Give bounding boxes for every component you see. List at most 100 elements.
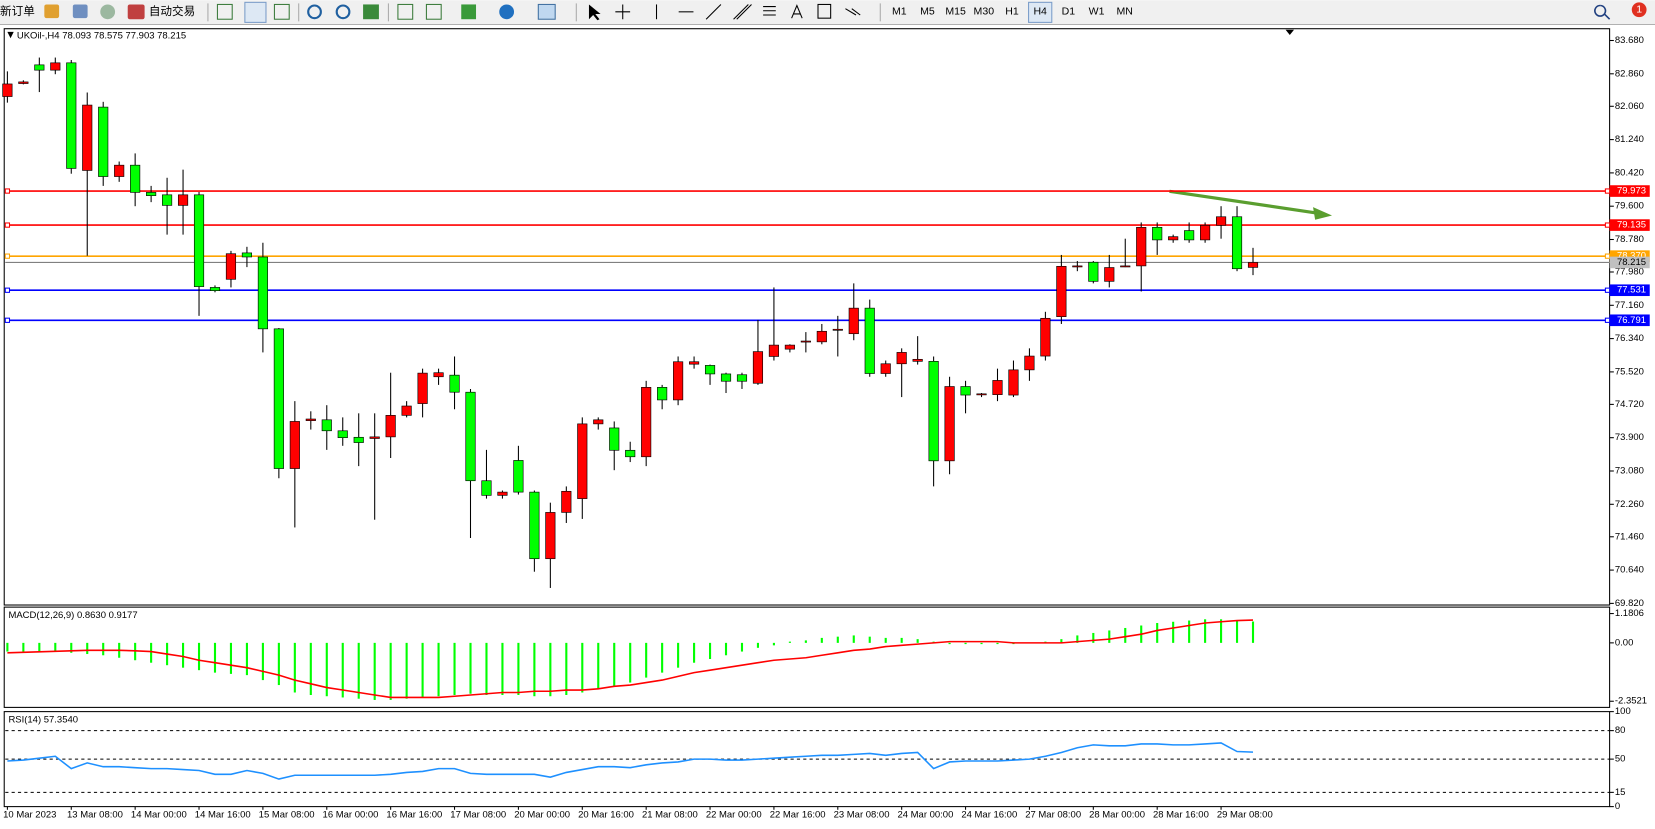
fibo-tool[interactable] (763, 6, 776, 16)
level-handle (4, 222, 11, 228)
x-tick-label: 22 Mar 16:00 (770, 810, 826, 821)
candle-body (273, 328, 284, 469)
candle-body (130, 164, 141, 193)
timeframe-button[interactable]: H1 (1005, 6, 1019, 18)
icon[interactable] (44, 4, 60, 19)
icon[interactable] (425, 3, 442, 20)
arrows-tool[interactable] (845, 8, 861, 16)
y-tick-label: 69.820 (1615, 598, 1644, 609)
indicator-line (7, 619, 1254, 699)
timeframe-button[interactable]: M5 (920, 6, 935, 18)
candle-body (114, 164, 125, 177)
y-tick-label: 77.980 (1615, 266, 1644, 277)
trendline-tool[interactable] (705, 4, 722, 20)
icon[interactable] (461, 4, 477, 20)
candle-body (1056, 265, 1067, 317)
level-tag (1609, 185, 1650, 197)
candle-body (673, 361, 684, 401)
candle-body (193, 194, 205, 287)
text-tool[interactable] (791, 4, 803, 19)
candle-body (369, 436, 380, 439)
level-handle (4, 188, 11, 194)
timeframe-button[interactable]: W1 (1089, 6, 1105, 18)
x-tick-label: 14 Mar 00:00 (131, 810, 187, 821)
y-tick-label: -2.3521 (1615, 696, 1647, 707)
y-tick-label: 70.640 (1615, 565, 1644, 576)
timeframe-button[interactable]: D1 (1062, 6, 1076, 18)
icon[interactable] (100, 4, 116, 20)
icon[interactable] (127, 4, 145, 20)
candle-body (992, 380, 1003, 395)
candle-body (305, 418, 316, 421)
candle-body (162, 194, 173, 206)
channel-tool[interactable] (733, 4, 752, 20)
icon[interactable] (537, 3, 556, 20)
crosshair-tool[interactable] (615, 4, 631, 20)
candle-body (34, 64, 45, 71)
level-label: 79.135 (1617, 220, 1646, 231)
timeframe-button[interactable]: M30 (974, 6, 995, 18)
last-price-tag (1609, 256, 1650, 269)
candle-body (736, 374, 748, 382)
candle-body (497, 491, 508, 496)
y-tick-label: 71.460 (1615, 531, 1644, 542)
zoom-out[interactable] (335, 4, 351, 20)
y-tick-label: 80 (1615, 725, 1626, 736)
candle-body (177, 194, 189, 206)
cursor-tool[interactable] (588, 4, 601, 21)
x-tick-label: 14 Mar 16:00 (195, 810, 251, 821)
x-tick-label: 17 Mar 08:00 (450, 810, 506, 821)
candle-body (704, 365, 716, 375)
candle-body (465, 391, 476, 482)
zoom-in[interactable] (307, 4, 322, 20)
search-button[interactable] (1594, 4, 1611, 20)
timeframe-button[interactable]: M15 (945, 6, 966, 18)
icon[interactable] (363, 4, 379, 20)
x-tick-label: 24 Mar 16:00 (961, 810, 1017, 821)
candle-body (1008, 369, 1019, 396)
icon[interactable] (397, 3, 414, 20)
alert-count[interactable]: 1 (1636, 4, 1642, 16)
candle-body (1040, 317, 1051, 357)
alert-badge[interactable] (1631, 2, 1647, 18)
candle-body (82, 104, 93, 171)
candle-body (848, 307, 859, 335)
timeframe-button[interactable]: MN (1117, 6, 1133, 18)
candle-body (449, 374, 460, 393)
y-tick-label: 83.680 (1615, 35, 1644, 46)
y-tick-label: 1.1806 (1615, 608, 1644, 619)
timeframe-selected[interactable] (1028, 1, 1053, 23)
candle-body (641, 387, 652, 458)
candle-body (241, 252, 252, 258)
candle-body (832, 328, 843, 331)
level-tag (1609, 250, 1650, 262)
y-tick-label: 77.160 (1615, 300, 1644, 311)
y-tick-label: 82.860 (1615, 68, 1644, 79)
candle-body (1216, 216, 1227, 226)
icon[interactable] (499, 4, 515, 20)
collapse-arrow (7, 31, 14, 39)
candle-body (1200, 224, 1211, 241)
x-tick-label: 29 Mar 08:00 (1217, 810, 1273, 821)
level-handle (4, 253, 11, 259)
candle-body (337, 430, 348, 439)
new-order-button[interactable]: 新订单 (0, 4, 35, 18)
level-handle (4, 287, 11, 293)
timeframe-button[interactable]: H4 (1033, 6, 1047, 18)
icon[interactable] (244, 1, 267, 23)
label-tool[interactable] (817, 3, 832, 19)
candle-body (385, 415, 396, 438)
candle-body (912, 358, 923, 362)
icon[interactable] (72, 4, 88, 19)
timeframe-button[interactable]: M1 (892, 6, 907, 18)
icon[interactable] (273, 3, 290, 20)
icon[interactable] (216, 3, 233, 20)
auto-trading-button[interactable]: 自动交易 (149, 4, 195, 18)
y-tick-label: 73.900 (1615, 432, 1644, 443)
candle-body (1152, 226, 1163, 241)
x-tick-label: 28 Mar 00:00 (1089, 810, 1145, 821)
shift-marker (1285, 29, 1295, 36)
candle-body (321, 419, 332, 432)
